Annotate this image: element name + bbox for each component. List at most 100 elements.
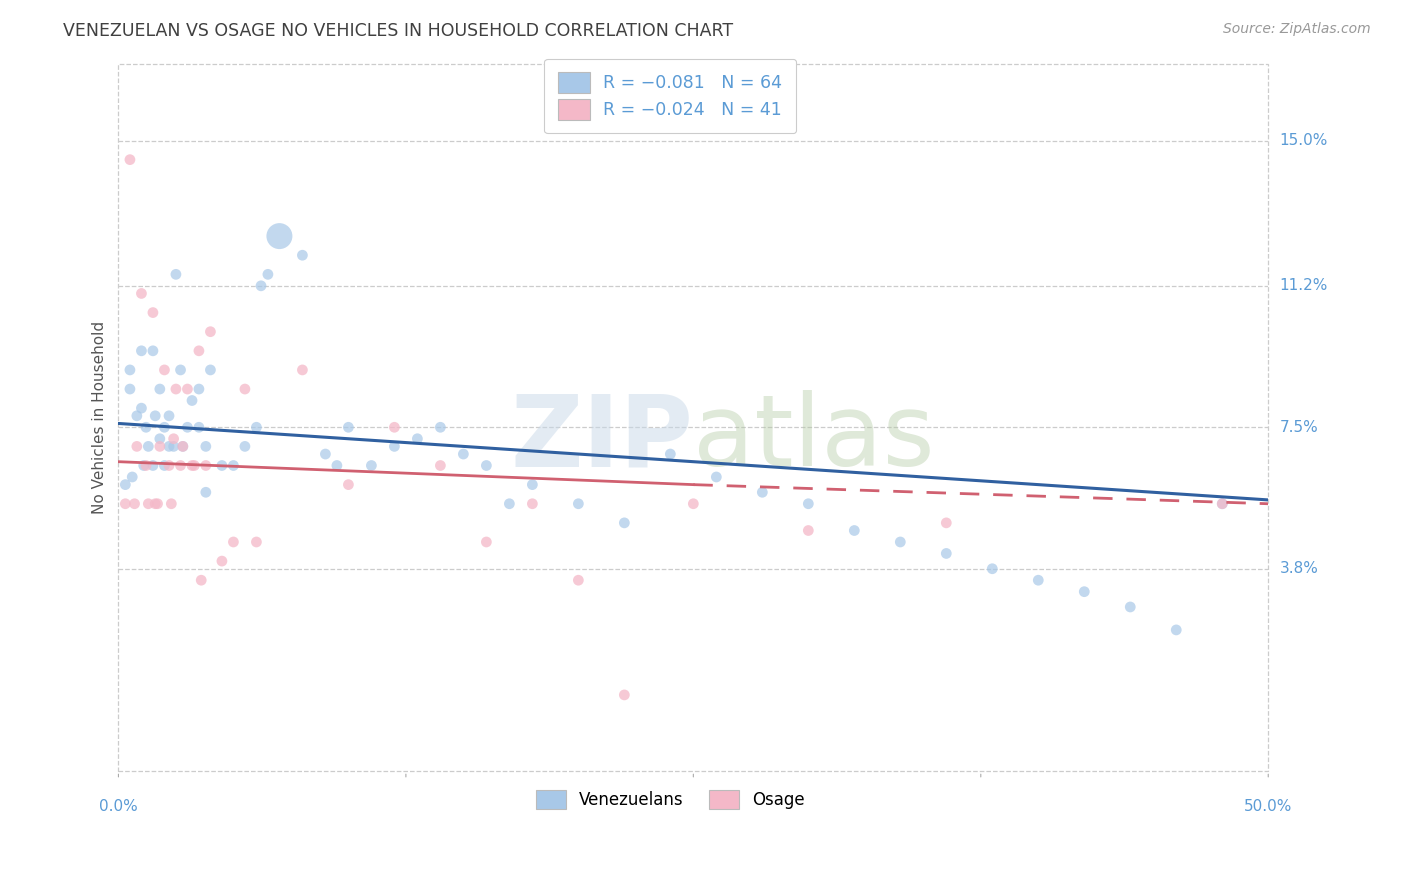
Point — [194, 458, 217, 473]
Point — [475, 535, 498, 549]
Point — [326, 458, 349, 473]
Point — [176, 382, 198, 396]
Point — [172, 439, 194, 453]
Point — [797, 524, 820, 538]
Point — [162, 439, 184, 453]
Point — [337, 477, 360, 491]
Point — [114, 497, 136, 511]
Point — [751, 485, 773, 500]
Point — [194, 439, 217, 453]
Point — [172, 439, 194, 453]
Point — [142, 458, 165, 473]
Point — [337, 420, 360, 434]
Point — [522, 497, 544, 511]
Point — [522, 477, 544, 491]
Point — [1211, 497, 1233, 511]
Point — [124, 497, 146, 511]
Point — [176, 420, 198, 434]
Point — [211, 458, 233, 473]
Point — [935, 546, 957, 560]
Point — [1119, 599, 1142, 614]
Point — [453, 447, 475, 461]
Point — [257, 268, 280, 282]
Point — [245, 535, 267, 549]
Point — [360, 458, 382, 473]
Legend: Venezuelans, Osage: Venezuelans, Osage — [529, 783, 811, 816]
Text: 11.2%: 11.2% — [1279, 278, 1327, 293]
Point — [118, 382, 141, 396]
Point — [131, 401, 153, 416]
Point — [384, 439, 406, 453]
Point — [157, 409, 180, 423]
Point — [200, 325, 222, 339]
Point — [146, 497, 169, 511]
Point — [160, 497, 183, 511]
Point — [935, 516, 957, 530]
Point — [118, 363, 141, 377]
Point — [125, 409, 148, 423]
Bar — [118, 64, 1268, 772]
Point — [222, 535, 245, 549]
Text: 15.0%: 15.0% — [1279, 133, 1327, 148]
Point — [1211, 497, 1233, 511]
Point — [132, 458, 155, 473]
Point — [135, 458, 157, 473]
Point — [157, 458, 180, 473]
Point — [429, 420, 451, 434]
Point — [211, 554, 233, 568]
Point — [118, 153, 141, 167]
Point — [682, 497, 704, 511]
Text: VENEZUELAN VS OSAGE NO VEHICLES IN HOUSEHOLD CORRELATION CHART: VENEZUELAN VS OSAGE NO VEHICLES IN HOUSE… — [63, 22, 734, 40]
Text: 3.8%: 3.8% — [1279, 561, 1319, 576]
Point — [157, 439, 180, 453]
Point — [291, 248, 314, 262]
Point — [143, 409, 166, 423]
Point — [429, 458, 451, 473]
Text: atlas: atlas — [693, 391, 935, 487]
Point — [567, 497, 589, 511]
Point — [406, 432, 429, 446]
Point — [131, 343, 153, 358]
Point — [149, 382, 172, 396]
Point — [659, 447, 682, 461]
Point — [1026, 573, 1049, 587]
Point — [138, 497, 160, 511]
Point — [125, 439, 148, 453]
Point — [149, 439, 172, 453]
Point — [613, 516, 636, 530]
Point — [233, 382, 256, 396]
Point — [153, 420, 176, 434]
Point — [233, 439, 256, 453]
Point — [121, 470, 143, 484]
Point — [194, 485, 217, 500]
Point — [153, 363, 176, 377]
Text: 0.0%: 0.0% — [98, 799, 138, 814]
Point — [844, 524, 866, 538]
Point — [169, 458, 191, 473]
Point — [165, 382, 187, 396]
Point — [269, 229, 291, 244]
Point — [181, 393, 204, 408]
Text: 7.5%: 7.5% — [1279, 420, 1317, 434]
Point — [183, 458, 205, 473]
Point — [498, 497, 520, 511]
Point — [142, 343, 165, 358]
Point — [384, 420, 406, 434]
Point — [1166, 623, 1188, 637]
Point — [797, 497, 820, 511]
Point — [131, 286, 153, 301]
Point — [142, 305, 165, 319]
Point — [149, 432, 172, 446]
Point — [1073, 584, 1095, 599]
Point — [187, 382, 209, 396]
Point — [245, 420, 267, 434]
Point — [190, 573, 212, 587]
Point — [981, 562, 1004, 576]
Point — [704, 470, 727, 484]
Text: ZIP: ZIP — [510, 391, 693, 487]
Point — [143, 497, 166, 511]
Point — [169, 363, 191, 377]
Point — [181, 458, 204, 473]
Point — [889, 535, 911, 549]
Point — [138, 439, 160, 453]
